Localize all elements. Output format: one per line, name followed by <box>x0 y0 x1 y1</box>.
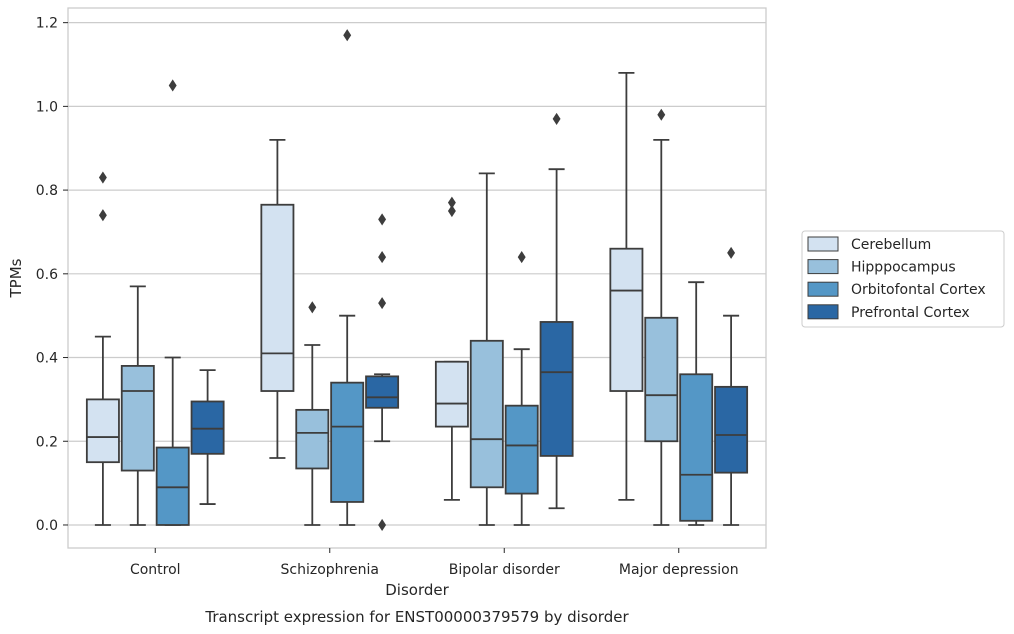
legend-swatch <box>807 259 839 275</box>
box-hipppocampus <box>120 285 155 526</box>
iqr-box <box>609 247 644 392</box>
y-axis-label: TPMs <box>7 258 25 298</box>
y-tick-label: 0.8 <box>36 183 58 199</box>
box-orbitofontal-cortex <box>504 251 539 526</box>
y-tick-label: 0.0 <box>36 518 58 534</box>
box-orbitofontal-cortex <box>330 29 365 526</box>
outlier-point <box>552 112 561 125</box>
iqr-box <box>679 373 714 522</box>
x-tick-label: Bipolar disorder <box>449 562 560 578</box>
outlier-point <box>378 518 387 532</box>
iqr-box <box>434 360 469 428</box>
legend-swatch <box>807 236 839 252</box>
iqr-box <box>120 365 155 472</box>
iqr-box <box>504 404 539 495</box>
iqr-box <box>714 385 749 474</box>
iqr-box <box>155 446 190 526</box>
box-cerebellum <box>609 71 644 501</box>
box-hipppocampus <box>644 108 679 526</box>
iqr-box <box>260 203 295 392</box>
box-prefrontal-cortex <box>190 369 225 505</box>
iqr-box <box>539 321 574 457</box>
plot-area-frame <box>67 7 767 549</box>
iqr-box <box>365 375 400 409</box>
x-tick-label: Control <box>130 562 181 578</box>
legend-label: Cerebellum <box>851 237 931 253</box>
outlier-point <box>517 251 526 264</box>
legend-label: Prefrontal Cortex <box>851 305 970 321</box>
iqr-box <box>469 339 504 489</box>
outlier-point <box>657 108 666 121</box>
iqr-box <box>190 400 225 455</box>
outlier-point <box>378 213 387 226</box>
outlier-point <box>168 79 177 92</box>
figure-caption: Transcript expression for ENST0000037957… <box>204 608 629 626</box>
outlier-point <box>378 251 387 264</box>
iqr-box <box>644 316 679 443</box>
x-axis-ticks: Control Schizophrenia Bipolar disorder Majo… <box>130 548 739 578</box>
box-cerebellum <box>260 138 295 459</box>
box-prefrontal-cortex <box>714 246 749 526</box>
y-tick-label: 0.6 <box>36 267 58 283</box>
y-tick-label: 1.2 <box>36 16 58 32</box>
outlier-point <box>308 301 317 314</box>
outlier-point <box>447 204 456 218</box>
box-orbitofontal-cortex <box>679 281 714 526</box>
legend-label: Orbitofontal Cortex <box>851 282 986 298</box>
x-axis-label: Disorder <box>385 581 449 599</box>
legend-label: Hipppocampus <box>851 260 956 276</box>
y-tick-label: 1.0 <box>36 99 58 115</box>
iqr-box <box>295 408 330 470</box>
y-axis-ticks: 0.0 0.2 0.4 0.6 0.8 1.0 1.2 <box>36 16 68 534</box>
y-tick-label: 0.2 <box>36 434 58 450</box>
box-hipppocampus <box>295 301 330 526</box>
iqr-box <box>85 398 120 464</box>
outlier-point <box>98 209 107 222</box>
outlier-point <box>727 246 736 259</box>
box-cerebellum <box>434 196 469 501</box>
legend-swatch <box>807 281 839 297</box>
box-prefrontal-cortex <box>365 213 400 532</box>
x-tick-label: Major depression <box>619 562 739 578</box>
legend: Cerebellum Hipppocampus Orbitofontal Corte… <box>801 230 1005 328</box>
x-tick-label: Schizophrenia <box>281 562 379 578</box>
y-tick-label: 0.4 <box>36 351 58 367</box>
outlier-point <box>98 171 107 184</box>
iqr-box <box>330 381 365 503</box>
outlier-point <box>447 196 456 209</box>
legend-frame <box>801 230 1005 328</box>
gridlines <box>68 22 766 526</box>
box-prefrontal-cortex <box>539 112 574 510</box>
outlier-point <box>343 29 352 42</box>
legend-swatch <box>807 304 839 320</box>
box-hipppocampus <box>469 172 504 526</box>
box-cerebellum <box>85 171 120 526</box>
outlier-point <box>378 297 387 310</box>
boxes <box>85 29 749 532</box>
box-orbitofontal-cortex <box>155 79 190 526</box>
